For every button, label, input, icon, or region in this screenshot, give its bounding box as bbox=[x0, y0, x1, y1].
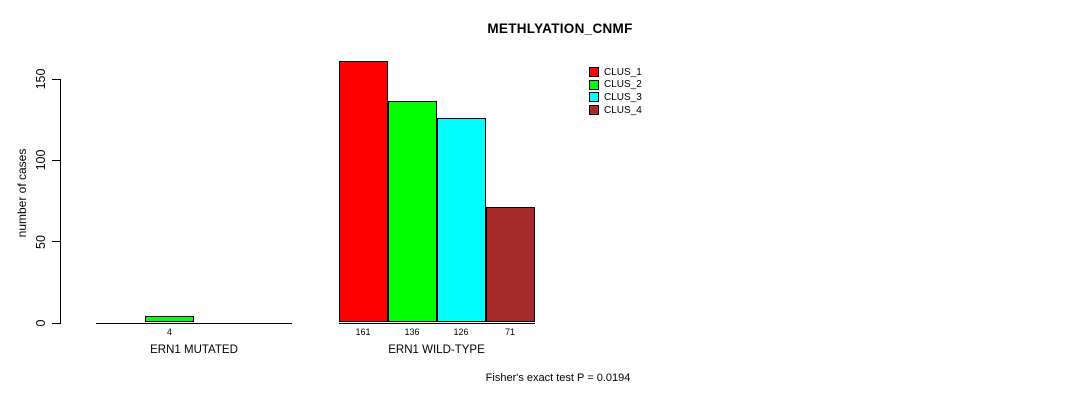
y-tick-label: 0 bbox=[34, 319, 48, 327]
legend-swatch bbox=[589, 92, 599, 103]
legend-swatch bbox=[589, 67, 599, 78]
bar-value-label: 71 bbox=[504, 327, 515, 337]
annotation-text: Fisher's exact test P = 0.0194 bbox=[485, 372, 631, 384]
bar-clus_3 bbox=[436, 117, 486, 323]
legend-swatch bbox=[589, 79, 599, 90]
legend-item: CLUS_1 bbox=[589, 66, 642, 79]
bar-clus_1 bbox=[338, 60, 388, 323]
chart-title: METHLYATION_CNMF bbox=[487, 21, 633, 36]
legend: CLUS_1 CLUS_2 CLUS_3 CLUS_4 bbox=[589, 66, 642, 116]
y-tick-label: 50 bbox=[34, 234, 48, 249]
legend-label: CLUS_4 bbox=[604, 104, 642, 116]
x-baseline bbox=[338, 322, 535, 324]
bar-value-label: 136 bbox=[404, 327, 420, 337]
x-category-label: ERN1 MUTATED bbox=[150, 344, 238, 356]
y-axis-tick bbox=[51, 78, 60, 80]
bar-value-label: 4 bbox=[166, 327, 172, 337]
y-axis-tick bbox=[51, 241, 60, 243]
legend-label: CLUS_2 bbox=[604, 79, 642, 91]
legend-item: CLUS_2 bbox=[589, 79, 642, 92]
legend-item: CLUS_4 bbox=[589, 104, 642, 117]
bar-clus_2 bbox=[387, 101, 437, 323]
y-tick-label: 100 bbox=[34, 149, 48, 171]
y-axis-tick bbox=[51, 159, 60, 161]
x-baseline bbox=[96, 322, 292, 324]
legend-label: CLUS_1 bbox=[604, 66, 642, 78]
y-axis-label: number of cases bbox=[15, 148, 29, 238]
bar-clus_4 bbox=[485, 207, 535, 323]
y-axis-tick bbox=[51, 322, 60, 324]
legend-swatch bbox=[589, 105, 599, 116]
bar-value-label: 161 bbox=[355, 327, 371, 337]
legend-label: CLUS_3 bbox=[604, 91, 642, 103]
y-tick-label: 150 bbox=[34, 68, 48, 90]
bar-clus_2 bbox=[145, 315, 194, 323]
bar-value-label: 126 bbox=[453, 327, 469, 337]
legend-item: CLUS_3 bbox=[589, 91, 642, 104]
y-axis-line bbox=[59, 78, 61, 324]
x-category-label: ERN1 WILD-TYPE bbox=[388, 344, 485, 356]
